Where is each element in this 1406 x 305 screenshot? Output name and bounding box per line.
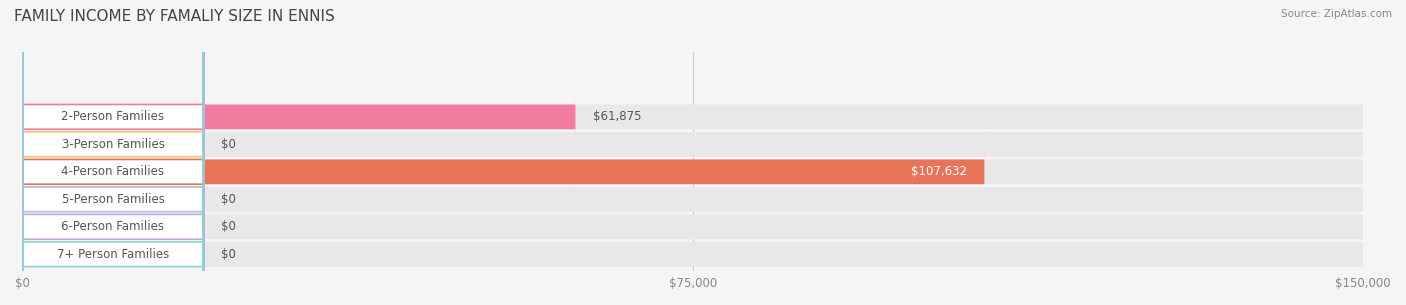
Text: 7+ Person Families: 7+ Person Families	[56, 248, 169, 261]
Text: $0: $0	[221, 193, 236, 206]
FancyBboxPatch shape	[22, 0, 1364, 305]
Text: Source: ZipAtlas.com: Source: ZipAtlas.com	[1281, 9, 1392, 19]
Text: 3-Person Families: 3-Person Families	[62, 138, 165, 151]
FancyBboxPatch shape	[22, 0, 1364, 305]
Text: 2-Person Families: 2-Person Families	[62, 110, 165, 123]
FancyBboxPatch shape	[22, 0, 1364, 305]
FancyBboxPatch shape	[22, 0, 204, 305]
Text: FAMILY INCOME BY FAMALIY SIZE IN ENNIS: FAMILY INCOME BY FAMALIY SIZE IN ENNIS	[14, 9, 335, 24]
FancyBboxPatch shape	[22, 0, 204, 305]
Text: $0: $0	[221, 248, 236, 261]
FancyBboxPatch shape	[22, 0, 1364, 305]
Text: $61,875: $61,875	[593, 110, 643, 123]
Text: 6-Person Families: 6-Person Families	[62, 220, 165, 233]
FancyBboxPatch shape	[204, 0, 984, 305]
Text: $0: $0	[221, 220, 236, 233]
Text: $107,632: $107,632	[911, 165, 966, 178]
FancyBboxPatch shape	[204, 0, 575, 305]
FancyBboxPatch shape	[22, 0, 204, 305]
Text: $0: $0	[221, 138, 236, 151]
FancyBboxPatch shape	[22, 0, 1364, 305]
FancyBboxPatch shape	[22, 0, 204, 305]
FancyBboxPatch shape	[22, 0, 204, 305]
Text: 5-Person Families: 5-Person Families	[62, 193, 165, 206]
FancyBboxPatch shape	[22, 0, 204, 305]
FancyBboxPatch shape	[22, 0, 1364, 305]
Text: 4-Person Families: 4-Person Families	[62, 165, 165, 178]
